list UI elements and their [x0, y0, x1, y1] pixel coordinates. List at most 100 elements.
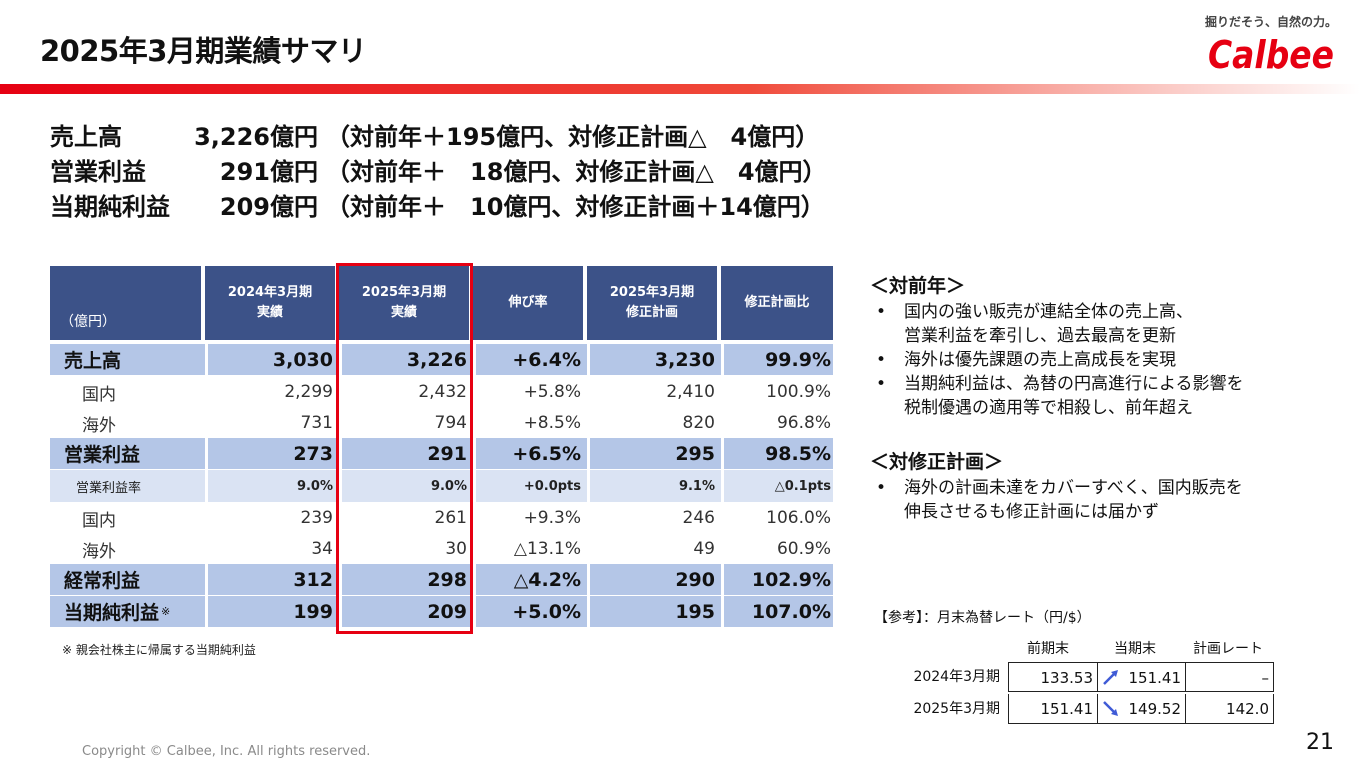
- fx-row-label: 2025年3月期: [913, 701, 1000, 717]
- summary-value: 209億円: [219, 193, 318, 221]
- table-row: 営業利益率 9.0% 9.0% +0.0pts 9.1% △0.1pts: [50, 470, 833, 502]
- table-cell: 9.0%: [205, 470, 339, 502]
- bullet-item: • 当期純利益は、為替の円高進行による影響を 税制優遇の適用等で相殺し、前年超え: [870, 372, 1244, 420]
- plan-heading: ＜対修正計画＞: [870, 451, 1004, 473]
- bullet-line: 当期純利益は、為替の円高進行による影響を: [904, 374, 1244, 394]
- table-cell: 3,226: [339, 344, 473, 375]
- table-cell: △13.1%: [473, 533, 587, 565]
- trend-down-arrow-icon: [1103, 701, 1118, 716]
- table-cell: +6.4%: [473, 344, 587, 375]
- fx-header-plan: 計画レート: [1193, 641, 1263, 657]
- table-cell: 291: [339, 438, 473, 469]
- row-label-text: 営業利益率: [76, 480, 142, 496]
- table-unit: （億円）: [50, 266, 201, 340]
- table-cell: +0.0pts: [473, 470, 587, 502]
- table-cell: 2,299: [205, 376, 339, 408]
- fx-title: 【参考】：月末為替レート（円/$）: [874, 610, 1091, 626]
- row-label-text: 海外: [82, 415, 116, 436]
- table-cell: 100.9%: [721, 376, 837, 408]
- table-cell: 794: [339, 407, 473, 439]
- row-label-text: 海外: [82, 541, 116, 562]
- table-cell: 3,030: [205, 344, 339, 375]
- table-cell: 209: [339, 596, 473, 627]
- table-cell: 9.0%: [339, 470, 473, 502]
- table-cell: +8.5%: [473, 407, 587, 439]
- bullet-line: 税制優遇の適用等で相殺し、前年超え: [904, 398, 1193, 418]
- fx-header-prev: 前期末: [1027, 641, 1069, 657]
- bullet-line: 海外の計画未達をカバーすべく、国内販売を: [904, 478, 1243, 498]
- row-label: 営業利益: [50, 438, 205, 469]
- header-fy2025-actual: 2025年3月期 実績: [339, 266, 469, 340]
- highlight-frame: [336, 263, 473, 634]
- bullet-line: 伸長させるも修正計画には届かず: [904, 502, 1159, 522]
- row-label-text: 売上高: [64, 350, 122, 372]
- row-label-text: 当期純利益: [64, 602, 160, 624]
- table-cell: 290: [587, 564, 721, 595]
- bullet-line: 国内の強い販売が連結全体の売上高、: [904, 302, 1193, 322]
- copyright: Copyright © Calbee, Inc. All rights rese…: [82, 744, 371, 759]
- table-footnote: ※ 親会社株主に帰属する当期純利益: [62, 643, 256, 657]
- table-cell: 261: [339, 502, 473, 534]
- bullet-dot-icon: •: [876, 478, 887, 498]
- table-row: 海外 34 30 △13.1% 49 60.9%: [50, 533, 833, 566]
- row-label: 国内: [50, 376, 205, 408]
- row-label: 営業利益率: [50, 470, 205, 502]
- bullet-dot-icon: •: [876, 374, 887, 394]
- table-cell: 195: [587, 596, 721, 627]
- row-label: 国内: [50, 502, 205, 534]
- summary-detail: （対前年＋ 18億円、対修正計画△ 4億円）: [326, 158, 827, 186]
- calbee-logo: Calbee: [1208, 33, 1334, 76]
- table-cell: 102.9%: [721, 564, 837, 595]
- table-cell: 2,410: [587, 376, 721, 408]
- table-cell: 820: [587, 407, 721, 439]
- fx-row: 2024年3月期 133.53 151.41–: [874, 662, 1274, 692]
- table-cell: +6.5%: [473, 438, 587, 469]
- table-cell: 60.9%: [721, 533, 837, 565]
- table-row: 国内 2,299 2,432 +5.8% 2,410 100.9%: [50, 376, 833, 409]
- table-cell: 9.1%: [587, 470, 721, 502]
- page-title: 2025年3月期業績サマリ: [40, 34, 367, 68]
- fx-plan-value: 142.0: [1185, 694, 1274, 724]
- yoy-heading: ＜対前年＞: [870, 275, 966, 297]
- table-row: 国内 239 261 +9.3% 246 106.0%: [50, 502, 833, 535]
- logo-text: Calbee: [1208, 33, 1334, 76]
- summary-detail: （対前年＋ 10億円、対修正計画＋14億円）: [326, 193, 825, 221]
- table-cell: △0.1pts: [721, 470, 837, 502]
- bullet-dot-icon: •: [876, 350, 887, 370]
- table-row: 経常利益 312 298 △4.2% 290 102.9%: [50, 564, 833, 595]
- table-cell: 295: [587, 438, 721, 469]
- table-row: 海外 731 794 +8.5% 820 96.8%: [50, 407, 833, 440]
- row-label-text: 営業利益: [64, 444, 141, 466]
- summary-detail: （対前年＋195億円、対修正計画△ 4億円）: [326, 123, 820, 151]
- table-cell: 312: [205, 564, 339, 595]
- table-cell: +5.0%: [473, 596, 587, 627]
- page-number: 21: [1306, 730, 1334, 755]
- commentary: ＜対前年＞ • 国内の強い販売が連結全体の売上高、 営業利益を牽引し、過去最高を更新…: [870, 274, 1244, 524]
- row-label: 売上高: [50, 344, 205, 375]
- header-vs-plan: 修正計画比: [721, 266, 833, 340]
- bullet-dot-icon: •: [876, 302, 887, 322]
- row-label-text: 国内: [82, 510, 116, 531]
- bullet-item: • 海外は優先課題の売上高成長を実現: [870, 348, 1244, 372]
- table-cell: 3,230: [587, 344, 721, 375]
- row-label: 海外: [50, 533, 205, 565]
- table-cell: 199: [205, 596, 339, 627]
- table-cell: 99.9%: [721, 344, 837, 375]
- row-label: 当期純利益 ※: [50, 596, 205, 627]
- table-cell: 298: [339, 564, 473, 595]
- row-note-mark: ※: [161, 605, 171, 618]
- table-cell: 246: [587, 502, 721, 534]
- summary-value: 291億円: [219, 158, 318, 186]
- header-accent-bar: [0, 84, 1360, 94]
- header-growth-rate: 伸び率: [473, 266, 583, 340]
- row-label: 海外: [50, 407, 205, 439]
- fx-row: 2025年3月期 151.41 149.52 142.0: [874, 694, 1274, 724]
- table-cell: 96.8%: [721, 407, 837, 439]
- table-cell: △4.2%: [473, 564, 587, 595]
- table-cell: 107.0%: [721, 596, 837, 627]
- bullet-item: • 国内の強い販売が連結全体の売上高、 営業利益を牽引し、過去最高を更新: [870, 300, 1244, 348]
- summary-value: 3,226億円: [194, 123, 318, 151]
- header-fy2024-actual: 2024年3月期 実績: [205, 266, 335, 340]
- trend-up-arrow-icon: [1103, 670, 1118, 685]
- table-cell: +5.8%: [473, 376, 587, 408]
